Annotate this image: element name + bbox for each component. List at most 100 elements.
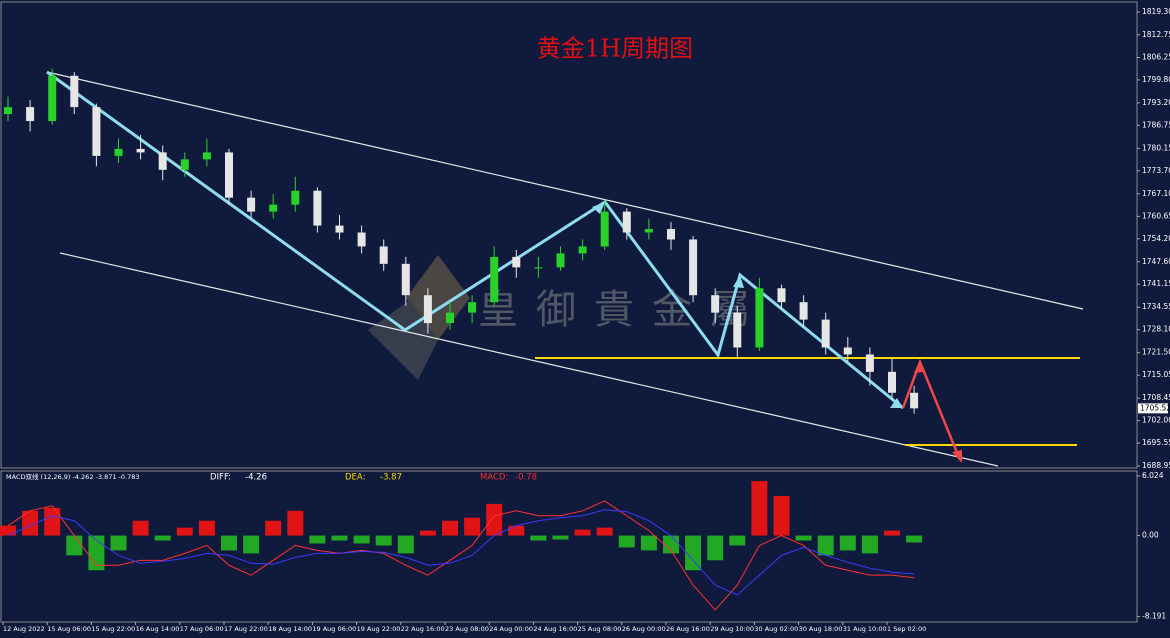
x-tick-label: 15 Aug 06:00 bbox=[47, 625, 91, 633]
x-tick-label: 1 Sep 02:00 bbox=[887, 625, 926, 633]
candle-body bbox=[26, 107, 35, 122]
y-tick-label: 1819.30 bbox=[1142, 7, 1170, 16]
last-price: 1705.52 bbox=[1140, 403, 1170, 412]
last-price-box bbox=[1138, 403, 1168, 414]
candle-body bbox=[180, 159, 189, 170]
macd-line bbox=[7, 509, 915, 596]
y-tick-label: 1760.65 bbox=[1142, 211, 1170, 220]
readout-name: DIFF: bbox=[210, 473, 231, 483]
x-tick-label: 24 Aug 16:00 bbox=[533, 625, 577, 633]
y-tick-label: 1721.50 bbox=[1142, 348, 1170, 357]
candle-body bbox=[910, 392, 919, 409]
readout-value: -0.78 bbox=[515, 473, 537, 483]
candle-body bbox=[446, 312, 454, 324]
y-tick-label: 1734.55 bbox=[1142, 302, 1170, 311]
candle-body bbox=[92, 107, 101, 156]
x-tick-label: 18 Aug 14:00 bbox=[268, 625, 312, 633]
x-tick-label: 19 Aug 22:00 bbox=[357, 625, 401, 633]
macd-bar bbox=[0, 525, 16, 536]
macd-bar bbox=[198, 520, 215, 536]
macd-bar bbox=[442, 520, 458, 536]
candle-body bbox=[379, 246, 388, 264]
x-tick-label: 29 Aug 10:00 bbox=[710, 625, 754, 633]
x-tick-label: 17 Aug 06:00 bbox=[180, 625, 224, 633]
macd-bar bbox=[552, 535, 569, 540]
macd-bar bbox=[419, 530, 436, 536]
y-tick-label: 1767.10 bbox=[1142, 189, 1170, 198]
macd-bar bbox=[839, 535, 856, 551]
macd-bar bbox=[486, 503, 503, 536]
candle-body bbox=[136, 148, 145, 153]
candle-body bbox=[888, 371, 896, 393]
macd-bar bbox=[221, 535, 237, 551]
candle-body bbox=[225, 152, 233, 198]
y-tick-label: 1812.75 bbox=[1142, 30, 1170, 39]
y-tick-label: 1786.75 bbox=[1142, 120, 1170, 129]
macd-header: MACD双线 (12,26,9) -4.262 -3.871 -0.783 bbox=[6, 472, 140, 481]
macd-bar bbox=[773, 495, 790, 536]
y-tick-label: 1773.70 bbox=[1142, 166, 1170, 175]
macd-frame bbox=[0, 470, 1138, 623]
candle-body bbox=[667, 229, 675, 240]
x-tick-label: 30 Aug 02:00 bbox=[754, 625, 798, 633]
macd-bar bbox=[88, 535, 105, 571]
readout-name: MACD: bbox=[480, 473, 508, 483]
x-tick-label: 26 Aug 16:00 bbox=[666, 625, 710, 633]
macd-bar bbox=[906, 535, 923, 543]
macd-bar bbox=[331, 535, 348, 541]
macd-bar bbox=[375, 535, 392, 546]
macd-bar bbox=[132, 520, 149, 536]
candle-body bbox=[247, 197, 256, 212]
x-tick-label: 12 Aug 2022 bbox=[3, 625, 45, 633]
price-frame bbox=[0, 1, 1138, 469]
candle-body bbox=[468, 302, 477, 313]
macd-bar bbox=[596, 527, 613, 536]
x-tick-label: 17 Aug 22:00 bbox=[224, 625, 268, 633]
candle-body bbox=[556, 253, 565, 268]
macd-bar bbox=[574, 529, 591, 536]
wave-path bbox=[46, 70, 904, 410]
candle-body bbox=[4, 107, 12, 115]
channel-line bbox=[59, 252, 999, 467]
arrow-head bbox=[733, 275, 744, 288]
readout-value: -3.87 bbox=[380, 473, 402, 483]
macd-bar bbox=[397, 535, 414, 554]
x-tick-label: 26 Aug 00:00 bbox=[622, 625, 666, 633]
y-tick-label: -8.191 bbox=[1142, 612, 1166, 621]
macd-bar bbox=[508, 525, 525, 536]
candle-body bbox=[755, 288, 764, 348]
candle-body bbox=[512, 256, 521, 268]
candle-body bbox=[821, 319, 830, 348]
watermark-text: 皇御貴金屬 bbox=[478, 287, 768, 333]
candle-body bbox=[423, 295, 432, 324]
candle-body bbox=[534, 267, 543, 269]
x-tick-label: 19 Aug 06:00 bbox=[312, 625, 356, 633]
y-tick-label: 0.00 bbox=[1142, 531, 1159, 540]
macd-bar bbox=[795, 535, 812, 541]
macd-bar bbox=[309, 535, 326, 544]
annotations bbox=[46, 70, 1084, 467]
candle-body bbox=[711, 295, 720, 313]
macd-bar bbox=[618, 535, 635, 548]
macd-bar bbox=[66, 535, 83, 556]
channel-line bbox=[46, 71, 1084, 310]
x-tick-label: 22 Aug 16:00 bbox=[401, 625, 445, 633]
macd-bar bbox=[287, 510, 304, 536]
x-tick-label: 25 Aug 08:00 bbox=[578, 625, 622, 633]
y-tick-label: 1688.95 bbox=[1142, 461, 1170, 470]
macd-bar bbox=[464, 517, 481, 536]
candle-body bbox=[70, 75, 79, 108]
arrow-head bbox=[890, 398, 903, 408]
candle-body bbox=[490, 256, 499, 303]
macd-bar bbox=[884, 530, 900, 536]
candle-body bbox=[48, 75, 57, 122]
x-tick-label: 16 Aug 14:00 bbox=[136, 625, 180, 633]
candle-body bbox=[357, 232, 366, 247]
candle-body bbox=[865, 354, 874, 372]
macd-bar bbox=[22, 510, 39, 536]
y-tick-label: 1754.20 bbox=[1142, 234, 1170, 243]
y-tick-label: 1741.15 bbox=[1142, 279, 1170, 288]
candle-body bbox=[291, 190, 300, 205]
candle-body bbox=[799, 302, 808, 320]
